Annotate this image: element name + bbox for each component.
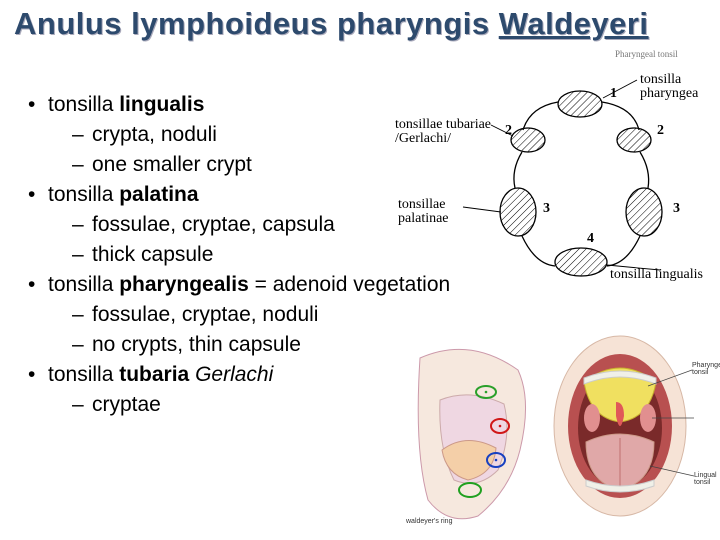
ring-node-number: 2 <box>657 123 664 138</box>
ring-node-number: 4 <box>587 231 594 246</box>
bullet-text: tubaria <box>119 363 189 386</box>
bullet-l2: –one smaller crypt <box>72 150 450 180</box>
bullet-marker: – <box>72 390 92 420</box>
bullet-text: thick capsule <box>92 243 213 266</box>
bullet-text: palatina <box>119 183 198 206</box>
ring-node-number: 2 <box>505 123 512 138</box>
anat-right-label-1: Pharyngeal tonsil <box>692 362 720 376</box>
slide-title: Anulus lymphoideus pharyngis Waldeyeri <box>14 6 649 42</box>
bullet-text: lingualis <box>119 93 204 116</box>
bullet-marker: – <box>72 300 92 330</box>
bullet-marker: • <box>28 270 48 300</box>
anatomy-sagittal: waldeyer's ring <box>400 340 540 530</box>
ring-label: Pharyngeal tonsil <box>615 50 678 60</box>
bullet-marker: • <box>28 360 48 390</box>
bullet-text: tonsilla <box>48 273 119 296</box>
bullet-l1: •tonsilla pharyngealis = adenoid vegetat… <box>28 270 450 300</box>
title-underlined: Waldeyeri <box>499 6 649 41</box>
bullet-marker: – <box>72 120 92 150</box>
bullet-text: crypta, noduli <box>92 123 217 146</box>
bullet-l2: –crypta, noduli <box>72 120 450 150</box>
bullet-marker: • <box>28 180 48 210</box>
bullet-text: tonsilla <box>48 363 119 386</box>
bullet-text: one smaller crypt <box>92 153 252 176</box>
bullet-text: pharyngealis <box>119 273 249 296</box>
bullet-l1: •tonsilla tubaria Gerlachi <box>28 360 450 390</box>
ring-node <box>558 91 602 117</box>
anatomy-open-mouth: Pharyngeal tonsil Lingual tonsil <box>550 326 720 526</box>
ring-node <box>617 128 651 152</box>
ring-node <box>626 188 662 236</box>
ring-node <box>511 128 545 152</box>
ring-label: tonsilla lingualis <box>610 267 703 282</box>
ring-label: /Gerlachi/ <box>395 131 451 146</box>
bullet-text: Gerlachi <box>195 363 273 386</box>
bullet-marker: – <box>72 150 92 180</box>
anat-left-caption: waldeyer's ring <box>406 518 452 525</box>
ring-node <box>555 248 607 276</box>
ring-node-number: 1 <box>610 86 617 101</box>
bullet-text: no crypts, thin capsule <box>92 333 301 356</box>
anatomy-open-mouth-svg <box>550 326 720 526</box>
bullet-l1: •tonsilla lingualis <box>28 90 450 120</box>
bullet-l2: –thick capsule <box>72 240 450 270</box>
bullet-l2: –fossulae, cryptae, capsula <box>72 210 450 240</box>
bullet-marker: – <box>72 240 92 270</box>
bullet-text: tonsilla <box>48 183 119 206</box>
bullet-text: cryptae <box>92 393 161 416</box>
bullet-text: fossulae, cryptae, capsula <box>92 213 335 236</box>
ring-node-number: 3 <box>543 201 550 216</box>
bullet-list: •tonsilla lingualis–crypta, noduli–one s… <box>28 90 450 420</box>
waldeyer-ring-diagram: 122334 Pharyngeal tonsiltonsillapharynge… <box>415 52 715 282</box>
bullet-l2: –fossulae, cryptae, noduli <box>72 300 450 330</box>
ring-node <box>500 188 536 236</box>
bullet-text: tonsilla <box>48 93 119 116</box>
bullet-marker: • <box>28 90 48 120</box>
anat-right-label-2: Lingual tonsil <box>694 472 720 486</box>
ring-node-number: 3 <box>673 201 680 216</box>
bullet-l2: –no crypts, thin capsule <box>72 330 450 360</box>
ring-label: palatinae <box>398 211 449 226</box>
bullet-marker: – <box>72 210 92 240</box>
bullet-text: fossulae, cryptae, noduli <box>92 303 318 326</box>
bullet-l2: –cryptae <box>72 390 450 420</box>
title-plain: Anulus lymphoideus pharyngis <box>14 6 499 41</box>
bullet-l1: •tonsilla palatina <box>28 180 450 210</box>
ring-label: pharyngea <box>640 86 698 101</box>
anatomy-sagittal-svg <box>400 340 540 530</box>
bullet-marker: – <box>72 330 92 360</box>
